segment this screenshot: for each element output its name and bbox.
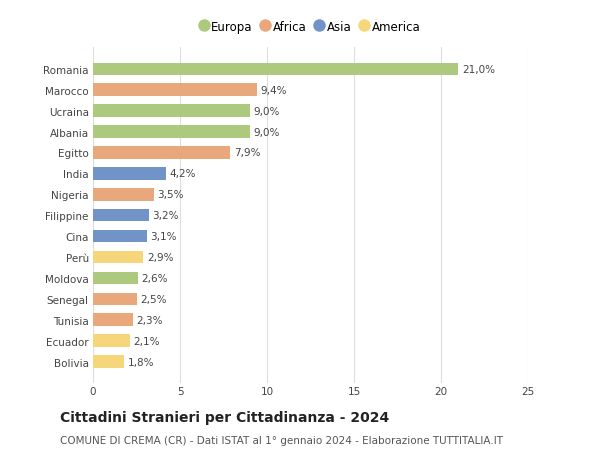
Text: 9,0%: 9,0% — [253, 127, 280, 137]
Text: 3,1%: 3,1% — [151, 232, 177, 241]
Text: 2,6%: 2,6% — [142, 273, 168, 283]
Bar — [93, 251, 143, 264]
Text: COMUNE DI CREMA (CR) - Dati ISTAT al 1° gennaio 2024 - Elaborazione TUTTITALIA.I: COMUNE DI CREMA (CR) - Dati ISTAT al 1° … — [60, 435, 503, 445]
Bar — [93, 189, 154, 201]
Bar — [93, 293, 137, 305]
Text: 2,3%: 2,3% — [137, 315, 163, 325]
Bar — [93, 84, 257, 97]
Text: 2,9%: 2,9% — [147, 252, 173, 263]
Bar — [93, 335, 130, 347]
Text: 21,0%: 21,0% — [462, 65, 495, 75]
Text: 3,5%: 3,5% — [157, 190, 184, 200]
Bar — [93, 63, 458, 76]
Bar — [93, 356, 124, 368]
Bar — [93, 272, 138, 285]
Text: 1,8%: 1,8% — [128, 357, 154, 367]
Text: Cittadini Stranieri per Cittadinanza - 2024: Cittadini Stranieri per Cittadinanza - 2… — [60, 411, 389, 425]
Text: 3,2%: 3,2% — [152, 211, 179, 221]
Text: 9,0%: 9,0% — [253, 106, 280, 117]
Bar — [93, 168, 166, 180]
Bar — [93, 209, 149, 222]
Bar — [93, 105, 250, 118]
Text: 2,1%: 2,1% — [133, 336, 160, 346]
Bar — [93, 147, 230, 159]
Text: 7,9%: 7,9% — [234, 148, 260, 158]
Bar — [93, 314, 133, 326]
Bar — [93, 230, 147, 243]
Text: 9,4%: 9,4% — [260, 85, 287, 95]
Bar — [93, 126, 250, 139]
Text: 4,2%: 4,2% — [170, 169, 196, 179]
Legend: Europa, Africa, Asia, America: Europa, Africa, Asia, America — [201, 21, 420, 34]
Text: 2,5%: 2,5% — [140, 294, 166, 304]
